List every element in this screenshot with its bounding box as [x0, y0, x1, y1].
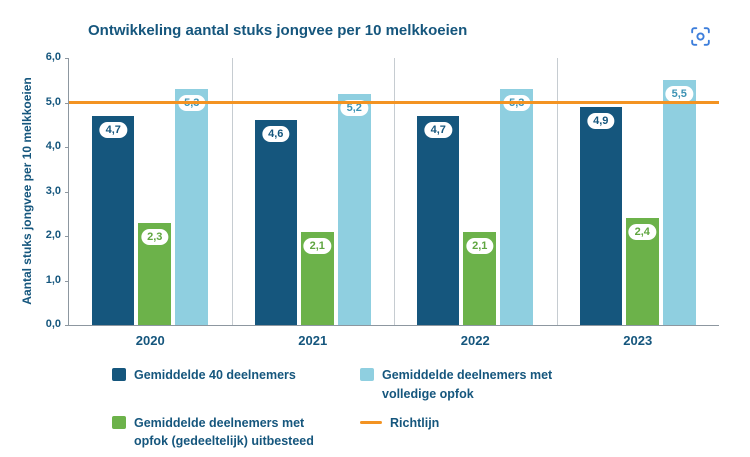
y-tick-label: 5,0: [45, 95, 61, 108]
reference-line: [69, 101, 719, 104]
bar-value-badge: 5,2: [340, 100, 368, 116]
plot-area: 0,0 1,0 2,0 3,0 4,0 5,0 6,0 4,7 2,3 5,3 2020 4,6 2,1…: [46, 51, 720, 348]
bar: 4,6: [254, 120, 297, 325]
bar: 5,5: [662, 80, 696, 325]
y-tick-mark: [65, 236, 69, 237]
bar: 4,9: [579, 107, 622, 325]
y-tick-label: 3,0: [45, 184, 61, 197]
group-separator: [556, 58, 558, 325]
chart-legend: Gemiddelde 40 deelnemers Gemiddelde deeln…: [112, 366, 692, 451]
legend-label: Gemiddelde 40 deelnemers: [134, 368, 296, 382]
bar-value-badge: 4,7: [424, 122, 452, 138]
legend-line-swatch: [360, 420, 382, 424]
y-tick-mark: [65, 102, 69, 104]
y-tick-mark: [65, 191, 69, 193]
legend-item: Gemiddelde deelnemers met volledige opfo…: [360, 366, 692, 404]
bar: 4,7: [92, 116, 135, 325]
bar-group-2023: 4,9 2,4 5,5: [557, 58, 720, 325]
y-tick-mark: [65, 147, 69, 148]
bar-value-badge: 4,6: [262, 126, 290, 142]
bar-group-2020: 4,7 2,3 5,3: [69, 58, 232, 325]
bar-value-badge: 4,7: [99, 122, 127, 138]
y-tick-mark: [65, 325, 69, 326]
x-axis-label: 2020: [135, 333, 165, 348]
bar: 2,3: [138, 223, 172, 325]
bar: 5,3: [500, 89, 534, 325]
bar: 5,2: [337, 94, 371, 325]
focus-scan-icon: [688, 24, 713, 49]
bar: 5,3: [175, 89, 209, 325]
y-tick-mark: [65, 280, 69, 282]
x-axis-label: 2023: [623, 333, 653, 348]
bar: 2,1: [463, 232, 497, 325]
legend-label: Richtlijn: [390, 415, 440, 430]
group-separator: [394, 58, 395, 325]
legend-item: Gemiddelde 40 deelnemers: [112, 366, 360, 404]
bar-group-2022: 4,7 2,1 5,3: [394, 58, 557, 325]
legend-item: Gemiddelde deelnemers met opfok (gedeelt…: [112, 414, 360, 452]
group-separator: [231, 58, 233, 325]
bar: 2,4: [625, 218, 659, 325]
bar-group-2021: 4,6 2,1 5,2: [232, 58, 395, 325]
bar-value-badge: 2,1: [303, 238, 331, 254]
legend-square-swatch: [360, 368, 374, 381]
legend-label: Gemiddelde deelnemers met volledige opfo…: [382, 368, 553, 401]
bar: 4,7: [417, 116, 460, 325]
legend-label: Gemiddelde deelnemers met opfok (gedeelt…: [134, 415, 314, 449]
bar-value-badge: 2,3: [141, 229, 169, 245]
focus-button[interactable]: [686, 22, 714, 50]
bar-value-badge: 2,4: [628, 224, 656, 240]
y-tick-label: 1,0: [45, 273, 61, 286]
y-tick-label: 6,0: [45, 51, 61, 63]
y-tick-label: 0,0: [45, 318, 61, 330]
bar: 2,1: [300, 232, 334, 325]
legend-item: Richtlijn: [360, 414, 692, 452]
bar-value-badge: 5,5: [665, 86, 693, 102]
y-tick-label: 2,0: [45, 229, 61, 241]
legend-square-swatch: [112, 368, 126, 381]
bar-value-badge: 4,9: [587, 113, 615, 129]
chart-title: Ontwikkeling aantal stuks jongvee per 10…: [88, 22, 468, 39]
legend-square-swatch: [112, 415, 126, 429]
y-tick-label: 4,0: [45, 140, 61, 152]
x-axis-label: 2021: [298, 333, 328, 348]
x-axis-label: 2022: [460, 333, 490, 348]
bar-value-badge: 2,1: [466, 238, 494, 254]
y-tick-mark: [65, 58, 69, 59]
